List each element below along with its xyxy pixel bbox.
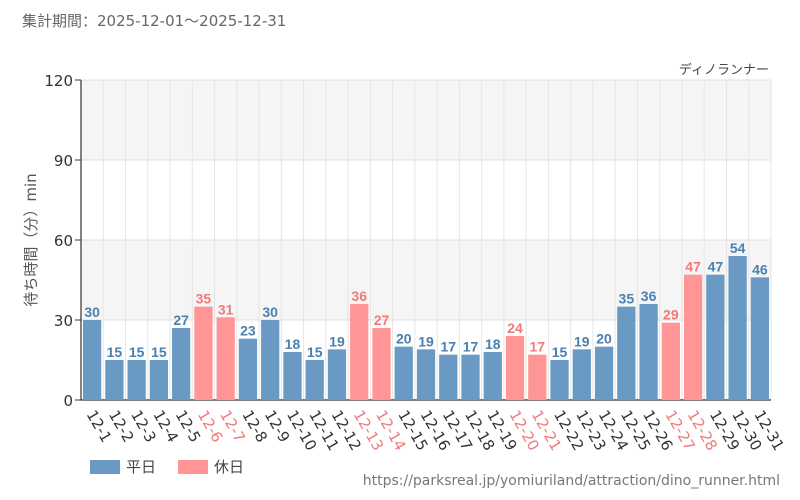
value-label: 18: [485, 336, 501, 352]
value-label: 54: [730, 240, 746, 256]
legend: 平日 休日: [90, 456, 244, 477]
bar-12-27: [661, 322, 680, 400]
value-label: 19: [574, 333, 590, 349]
bar-12-31: [750, 277, 769, 400]
bar-12-20: [505, 336, 525, 400]
bar-12-11: [305, 360, 324, 400]
y-tick-label: 90: [54, 152, 73, 170]
value-label: 24: [507, 320, 523, 336]
bar-12-22: [550, 360, 569, 400]
legend-swatch-weekday: [90, 459, 120, 474]
period-label: 集計期間：2025-12-01～2025-12-31: [22, 12, 287, 30]
y-axis-label: 待ち時間（分）min: [22, 173, 40, 306]
bar-12-7: [216, 317, 235, 400]
value-label: 47: [708, 259, 724, 275]
value-label: 29: [663, 307, 679, 323]
bar-12-19: [483, 352, 502, 400]
value-label: 30: [84, 304, 100, 320]
y-tick-label: 30: [54, 312, 73, 330]
y-tick-label: 120: [44, 72, 73, 90]
legend-item-weekday: 平日: [90, 456, 156, 477]
legend-label-holiday: 休日: [214, 458, 245, 476]
bar-12-10: [283, 352, 302, 400]
value-label: 15: [129, 344, 145, 360]
bar-12-17: [439, 354, 458, 400]
bar-12-25: [617, 306, 636, 400]
legend-item-holiday: 休日: [178, 456, 244, 477]
bar-12-15: [394, 346, 413, 400]
chart-title: ディノランナー: [679, 62, 769, 78]
bar-12-26: [639, 304, 658, 400]
value-label: 20: [396, 331, 412, 347]
bar-12-29: [706, 274, 725, 400]
value-label: 15: [307, 344, 323, 360]
source-url: https://parksreal.jp/yomiuriland/attract…: [362, 473, 780, 489]
bar-12-8: [238, 338, 258, 400]
value-label: 36: [351, 288, 367, 304]
value-label: 46: [752, 261, 768, 277]
bar-12-4: [149, 360, 169, 400]
value-label: 17: [463, 339, 479, 355]
y-tick-label: 60: [54, 232, 73, 250]
value-label: 35: [196, 291, 212, 307]
bar-12-1: [83, 320, 102, 400]
bar-12-18: [461, 354, 480, 400]
bar-12-14: [372, 328, 391, 400]
value-label: 19: [418, 333, 434, 349]
bar-12-9: [261, 320, 280, 400]
bar-12-21: [528, 354, 547, 400]
value-label: 18: [285, 336, 301, 352]
value-label: 27: [374, 312, 390, 328]
bar-12-13: [350, 304, 369, 400]
value-label: 36: [641, 288, 657, 304]
y-tick-label: 0: [63, 392, 73, 410]
bar-12-3: [127, 360, 146, 400]
value-label: 35: [619, 291, 635, 307]
bar-12-23: [572, 349, 591, 400]
bar-12-12: [327, 349, 347, 400]
bar-12-28: [683, 274, 703, 400]
value-label: 15: [552, 344, 568, 360]
legend-swatch-holiday: [178, 459, 209, 474]
bar-12-24: [594, 346, 614, 400]
plot-band: [81, 80, 771, 160]
value-label: 17: [530, 339, 546, 355]
value-label: 15: [107, 344, 123, 360]
bar-12-16: [416, 349, 436, 400]
value-label: 19: [329, 333, 345, 349]
value-label: 31: [218, 301, 234, 317]
value-label: 30: [262, 304, 278, 320]
value-label: 20: [596, 331, 612, 347]
value-label: 15: [151, 344, 167, 360]
bar-12-5: [172, 328, 191, 400]
value-label: 47: [685, 259, 701, 275]
bar-12-30: [728, 256, 747, 400]
value-label: 27: [173, 312, 189, 328]
legend-label-weekday: 平日: [126, 458, 157, 476]
value-label: 23: [240, 323, 256, 339]
bar-12-6: [194, 306, 213, 400]
value-label: 17: [440, 339, 456, 355]
bar-12-2: [105, 360, 124, 400]
